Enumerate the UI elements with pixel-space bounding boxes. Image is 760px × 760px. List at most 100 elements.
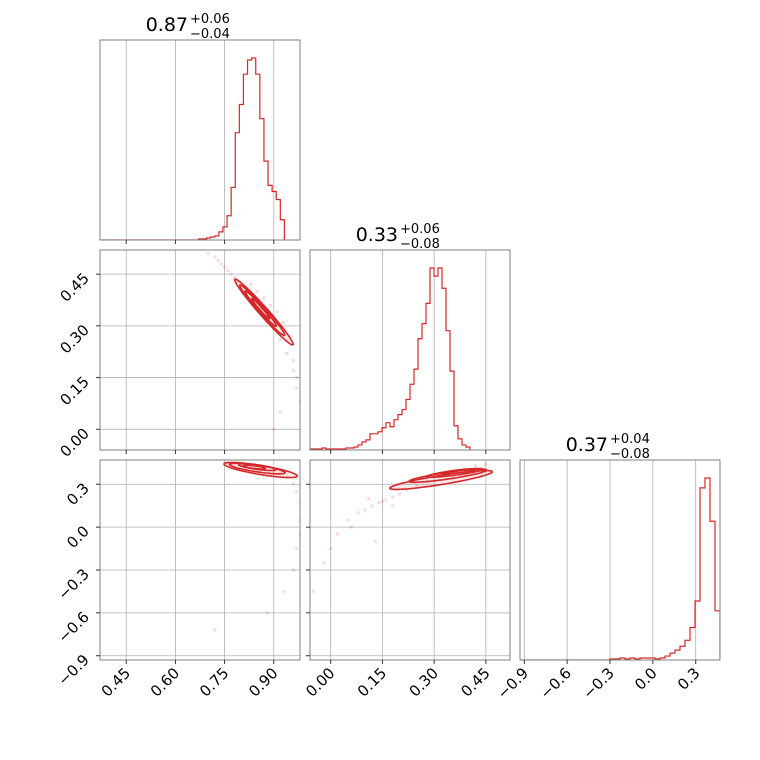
x-tick-label: 0.30: [406, 664, 442, 700]
panel-title-0: 0.87 +0.06−0.04: [146, 12, 230, 42]
y-tick-label: 0.00: [56, 424, 92, 460]
x-tick-label: 0.90: [245, 664, 281, 700]
x-tick-label: 0.0: [631, 664, 661, 694]
panel-frame: [99, 249, 301, 451]
scatter-point: [291, 482, 296, 486]
x-tick-label: 0.60: [147, 664, 183, 700]
scatter-point: [311, 589, 316, 594]
contour-level: [238, 284, 286, 337]
title-minus: −0.08: [610, 447, 650, 462]
scatter-panel-p1_p0: 0.00 0.15 0.30 0.45: [56, 249, 301, 461]
scatter-point: [329, 546, 333, 551]
contour-level: [440, 468, 477, 475]
x-tick-label: 0.00: [302, 664, 338, 700]
scatter-point: [373, 539, 378, 544]
scatter-point: [291, 568, 296, 572]
hist-panel-0: [99, 39, 301, 244]
contour-level: [237, 463, 277, 472]
scatter-point: [249, 282, 253, 287]
contour-level: [244, 290, 278, 328]
contour-level: [250, 297, 271, 320]
scatter-point: [278, 410, 282, 414]
scatter-point: [415, 484, 419, 488]
scatter-point: [272, 427, 276, 431]
scatter-point: [278, 338, 282, 342]
scatter-point: [346, 518, 350, 522]
scatter-point: [275, 310, 279, 314]
panel-title-2: 0.37 +0.04−0.08: [566, 432, 650, 462]
y-tick-label: 0.45: [56, 269, 92, 305]
panel-title-1: 0.33 +0.06−0.08: [356, 222, 440, 252]
scatter-point: [295, 546, 299, 551]
scatter-point: [349, 525, 353, 529]
scatter-point: [255, 289, 259, 293]
x-tick-label: −0.6: [536, 664, 574, 702]
contour-level: [408, 468, 488, 484]
panel-frame: [99, 39, 301, 241]
scatter-point: [219, 262, 223, 266]
histogram-step: [520, 477, 720, 660]
histogram-step: [100, 57, 286, 240]
scatter-point: [473, 464, 478, 468]
x-tick-label: 0.45: [457, 664, 493, 700]
scatter-point: [282, 320, 286, 325]
scatter-point: [398, 492, 402, 496]
scatter-point: [363, 508, 367, 512]
scatter-point: [335, 532, 340, 536]
scatter-point: [222, 265, 227, 269]
y-tick-label: −0.3: [54, 565, 92, 603]
title-value: 0.37: [566, 434, 608, 456]
scatter-point: [295, 386, 299, 390]
scatter-point: [377, 501, 381, 505]
scatter-point: [484, 462, 488, 466]
scatter-layer: [311, 462, 494, 594]
title-minus: −0.04: [190, 27, 230, 42]
scatter-point: [367, 496, 371, 501]
scatter-panel-p2_p0: 0.45 0.60 0.75 0.90 −0.9 −0.6 −0.3 0.0 0.3: [54, 459, 301, 700]
panel-frame: [309, 249, 511, 451]
hist-panel-1: [309, 249, 511, 454]
scatter-point: [265, 611, 269, 615]
scatter-point: [229, 272, 233, 276]
scatter-point: [370, 504, 374, 508]
y-tick-label: 0.0: [63, 522, 93, 552]
title-minus: −0.08: [400, 237, 440, 252]
scatter-point: [391, 504, 395, 508]
scatter-point: [295, 375, 299, 380]
scatter-point: [384, 498, 388, 502]
y-tick-label: 0.3: [63, 479, 93, 509]
scatter-point: [391, 495, 395, 499]
scatter-point: [356, 511, 360, 515]
scatter-point: [291, 358, 296, 362]
panel-frame: [309, 459, 511, 661]
scatter-point: [216, 258, 220, 262]
y-tick-label: 0.30: [56, 321, 92, 357]
scatter-point: [213, 628, 217, 632]
panel-frame: [99, 459, 301, 661]
scatter-point: [282, 589, 286, 594]
scatter-point: [213, 255, 217, 259]
scatter-panel-p2_p1: 0.00 0.15 0.30 0.45: [302, 459, 511, 700]
title-value: 0.87: [146, 14, 188, 36]
scatter-point: [226, 269, 230, 273]
scatter-point: [206, 251, 210, 256]
title-plus: +0.04: [610, 432, 650, 447]
scatter-layer: [206, 251, 300, 431]
scatter-point: [322, 561, 326, 565]
x-tick-label: −0.3: [579, 664, 617, 702]
scatter-point: [262, 296, 266, 300]
hist-panel-2: −0.9 −0.6 −0.3 0.0 0.3: [494, 459, 721, 703]
y-tick-label: −0.6: [54, 608, 92, 646]
contour-level: [233, 278, 295, 346]
scatter-point: [285, 351, 289, 356]
title-plus: +0.06: [190, 12, 230, 27]
histogram-step: [310, 267, 471, 450]
y-tick-label: −0.9: [54, 651, 92, 689]
scatter-point: [268, 303, 273, 307]
y-tick-label: 0.15: [56, 373, 92, 409]
x-tick-label: 0.15: [354, 664, 390, 700]
x-tick-label: 0.3: [674, 664, 704, 694]
x-tick-label: −0.9: [494, 664, 532, 702]
title-plus: +0.06: [400, 222, 440, 237]
